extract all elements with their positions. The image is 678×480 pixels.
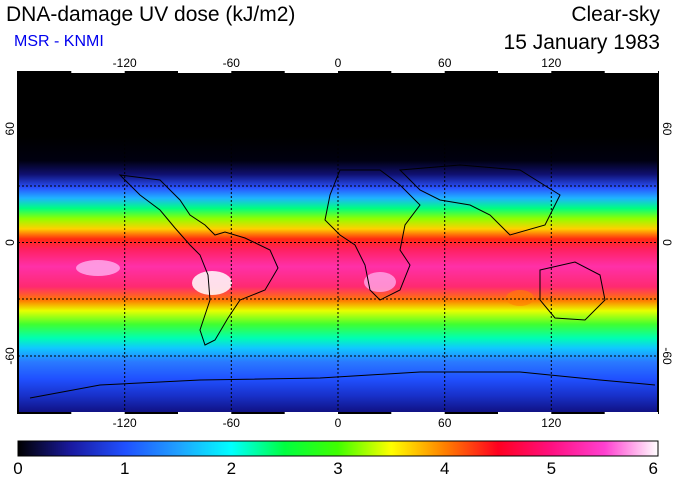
lat-tick-right-0: 0: [660, 239, 674, 246]
lat-tick-right-minus-60: -60: [660, 347, 674, 365]
lon-tick-bottom-60: 60: [438, 416, 452, 430]
lat-tick-right-60: 60: [660, 122, 674, 136]
colorbar-label-0: 0: [13, 459, 22, 478]
lon-tick-bottom-0: 0: [335, 416, 342, 430]
lon-tick-top-120: 120: [541, 56, 561, 70]
coastlines: [29, 164, 656, 399]
colorbar-label-4: 4: [440, 459, 449, 478]
moderate-patch-indian-ocean: [506, 290, 534, 306]
high-dose-patch-pacific: [76, 260, 120, 276]
frame-scale-segments: [71, 71, 658, 414]
lon-tick-bottom-minus-120: -120: [113, 416, 137, 430]
lon-tick-bottom-120: 120: [541, 416, 561, 430]
colorbar-label-1: 1: [120, 459, 129, 478]
lon-tick-top-60: 60: [438, 56, 452, 70]
coast-antarctica: [29, 371, 656, 399]
colorbar: [17, 440, 659, 457]
lat-tick-left-minus-60: -60: [3, 347, 17, 365]
colorbar-label-3: 3: [333, 459, 342, 478]
lon-tick-bottom-minus-60: -60: [223, 416, 241, 430]
map-detail-layer: [18, 72, 658, 413]
date-label: 15 January 1983: [503, 31, 660, 54]
source-label: MSR - KNMI: [14, 33, 104, 50]
colorbar-label-6: 6: [649, 459, 658, 478]
coast-australia: [539, 261, 606, 321]
coast-asia: [398, 164, 561, 236]
lat-tick-left-0: 0: [3, 239, 17, 246]
colorbar-label-5: 5: [547, 459, 556, 478]
lat-tick-left-60: 60: [3, 122, 17, 136]
graticule: [18, 72, 658, 413]
coast-africa: [324, 169, 421, 301]
sky-condition-label: Clear-sky: [571, 3, 660, 26]
lon-tick-top-0: 0: [335, 56, 342, 70]
lon-tick-top-minus-120: -120: [113, 56, 137, 70]
high-dose-patch-africa: [364, 272, 396, 292]
high-dose-patch-south-america: [192, 271, 232, 295]
colorbar-label-2: 2: [227, 459, 236, 478]
map-title: DNA-damage UV dose (kJ/m2): [6, 3, 296, 26]
lon-tick-top-minus-60: -60: [223, 56, 241, 70]
